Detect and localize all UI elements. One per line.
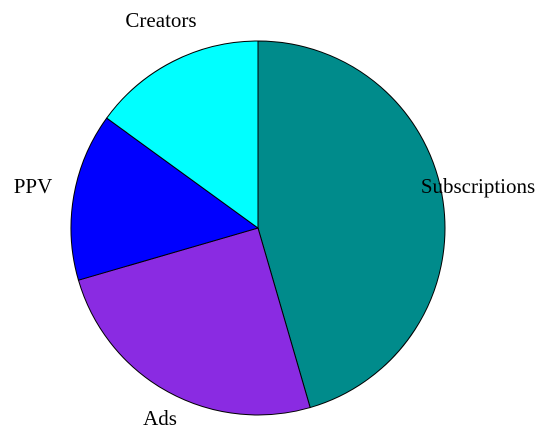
slice-label-subscriptions: Subscriptions [421,174,535,198]
pie-slice-subscriptions [257,40,446,409]
pie-slice-ads [77,227,311,416]
pie-slice-creators [106,40,259,229]
slice-label-ppv: PPV [14,174,53,198]
slice-label-ads: Ads [143,406,177,430]
pie-slice-ppv [70,117,260,281]
slices-layer [70,40,446,416]
slice-label-creators: Creators [125,8,196,32]
labels-layer: Subscriptions Ads PPV Creators [14,8,535,430]
